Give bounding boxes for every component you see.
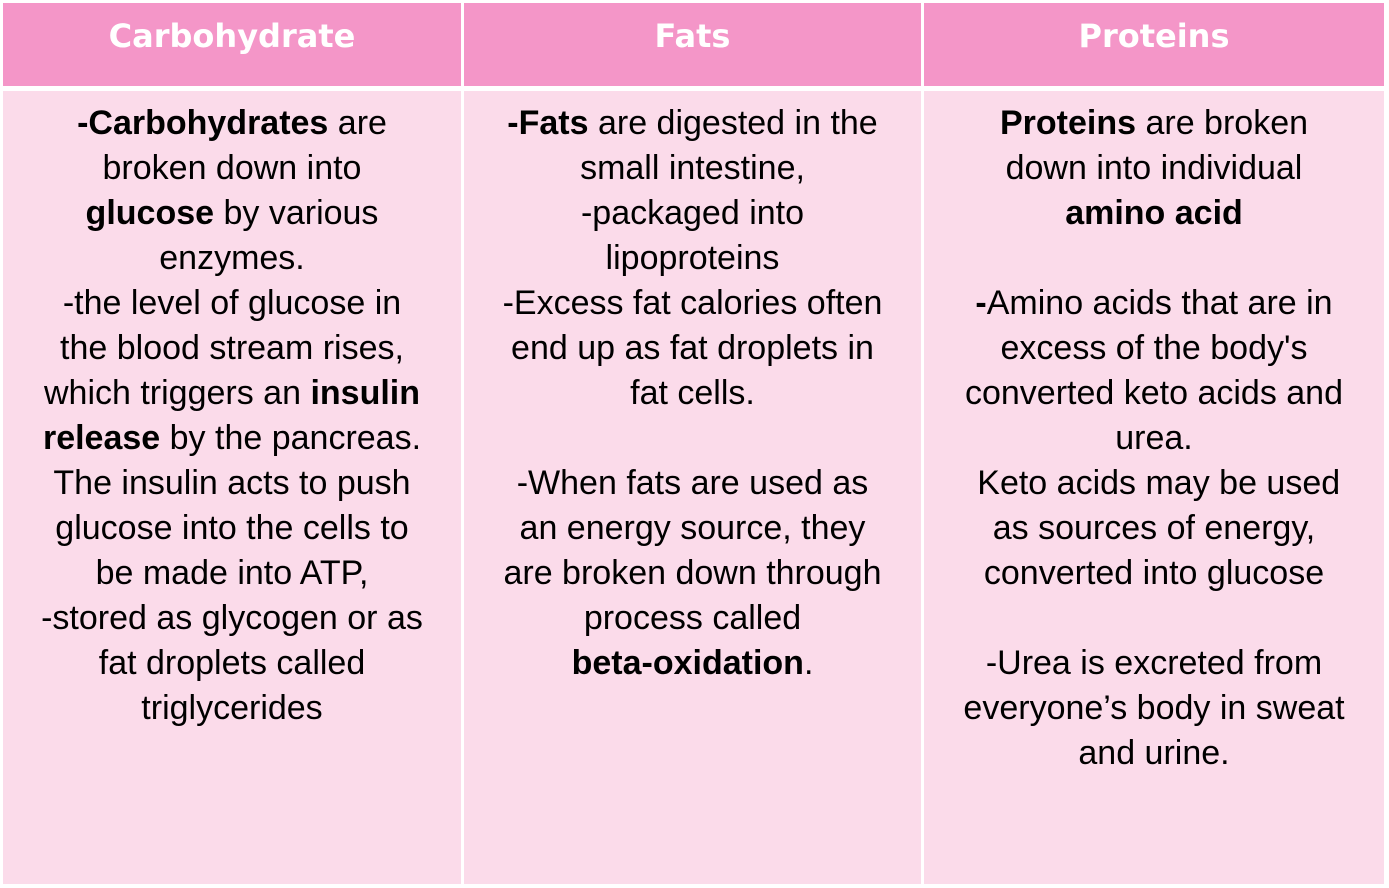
text-segment: down into individual xyxy=(1005,149,1303,187)
text-line: release by the pancreas. xyxy=(3,416,461,461)
text-segment: which triggers an xyxy=(43,374,311,412)
text-line: -stored as glycogen or as xyxy=(3,596,461,641)
text-line: enzymes. xyxy=(3,236,461,281)
text-line: -Carbohydrates are xyxy=(3,101,461,146)
text-segment: small intestine, xyxy=(580,149,805,187)
text-line: be made into ATP, xyxy=(3,551,461,596)
text-line: small intestine, xyxy=(464,146,921,191)
text-line: glucose by various xyxy=(3,191,461,236)
text-segment: triglycerides xyxy=(141,689,323,727)
column-fats: Fats -Fats are digested in the small inte… xyxy=(464,3,921,884)
column-carbohydrate: Carbohydrate -Carbohydrates are broken do… xyxy=(3,3,461,884)
text-segment: -Urea is excreted from xyxy=(985,644,1323,682)
text-segment: as sources of energy, xyxy=(992,509,1316,547)
text-segment: by the pancreas. xyxy=(160,419,422,457)
text-line: Proteins are broken xyxy=(924,101,1384,146)
text-segment: by various xyxy=(214,194,379,232)
text-line xyxy=(924,596,1384,641)
text-segment: . xyxy=(803,644,814,682)
column-body: -Carbohydrates are broken down into glucos… xyxy=(3,91,461,884)
text-segment: urea. xyxy=(1115,419,1193,457)
text-segment: everyone’s body in sweat xyxy=(963,689,1345,727)
text-line: triglycerides xyxy=(3,686,461,731)
text-line: -Fats are digested in the xyxy=(464,101,921,146)
text-line: urea. xyxy=(924,416,1384,461)
text-line: -packaged into xyxy=(464,191,921,236)
text-segment: -stored as glycogen or as xyxy=(41,599,423,637)
text-segment: are broken xyxy=(1136,104,1309,142)
text-segment: are digested in the xyxy=(588,104,878,142)
bold-term: - xyxy=(975,284,987,322)
text-line: broken down into xyxy=(3,146,461,191)
text-line: converted keto acids and xyxy=(924,371,1384,416)
text-line: an energy source, they xyxy=(464,506,921,551)
text-segment: an energy source, they xyxy=(519,509,866,547)
text-line: fat droplets called xyxy=(3,641,461,686)
text-line: the blood stream rises, xyxy=(3,326,461,371)
column-proteins: Proteins Proteins are broken down into in… xyxy=(924,3,1384,884)
text-line: are broken down through xyxy=(464,551,921,596)
text-segment: Amino acids that are in xyxy=(986,284,1333,322)
column-header: Fats xyxy=(464,3,921,86)
text-segment: -Excess fat calories often xyxy=(502,284,883,322)
text-segment: are broken down through xyxy=(503,554,882,592)
text-line: Keto acids may be used xyxy=(924,461,1384,506)
column-header: Carbohydrate xyxy=(3,3,461,86)
bold-term: beta-oxidation xyxy=(571,644,804,682)
text-line: as sources of energy, xyxy=(924,506,1384,551)
bold-term: insulin xyxy=(310,374,421,412)
text-segment: converted keto acids and xyxy=(964,374,1344,412)
text-line: -Amino acids that are in xyxy=(924,281,1384,326)
text-segment: -When fats are used as xyxy=(516,464,869,502)
text-segment: converted into glucose xyxy=(983,554,1325,592)
text-line: and urine. xyxy=(924,731,1384,776)
bold-term: -Carbohydrates xyxy=(77,104,329,142)
text-line: -Excess fat calories often xyxy=(464,281,921,326)
column-header: Proteins xyxy=(924,3,1384,86)
bold-term: release xyxy=(42,419,161,457)
text-segment: be made into ATP, xyxy=(95,554,369,592)
text-line: The insulin acts to push xyxy=(3,461,461,506)
text-line: -When fats are used as xyxy=(464,461,921,506)
text-line: beta-oxidation. xyxy=(464,641,921,686)
text-line: converted into glucose xyxy=(924,551,1384,596)
text-segment: fat droplets called xyxy=(98,644,366,682)
bold-term: -Fats xyxy=(507,104,589,142)
bold-term: Proteins xyxy=(999,104,1137,142)
text-segment: broken down into xyxy=(102,149,362,187)
text-segment: glucose into the cells to xyxy=(55,509,409,547)
text-line: lipoproteins xyxy=(464,236,921,281)
text-segment: process called xyxy=(583,599,802,637)
column-body: -Fats are digested in the small intestine… xyxy=(464,91,921,884)
bold-term: amino acid xyxy=(1065,194,1243,232)
text-segment: The insulin acts to push xyxy=(53,464,411,502)
text-segment: and urine. xyxy=(1078,734,1230,772)
text-line: end up as fat droplets in xyxy=(464,326,921,371)
nutrient-table: Carbohydrate -Carbohydrates are broken do… xyxy=(3,3,1384,884)
bold-term: glucose xyxy=(85,194,215,232)
text-segment: -the level of glucose in xyxy=(62,284,402,322)
text-line: glucose into the cells to xyxy=(3,506,461,551)
text-line: process called xyxy=(464,596,921,641)
column-body: Proteins are broken down into individual a… xyxy=(924,91,1384,884)
text-line: everyone’s body in sweat xyxy=(924,686,1384,731)
text-segment: lipoproteins xyxy=(605,239,780,277)
text-line xyxy=(924,236,1384,281)
text-line: down into individual xyxy=(924,146,1384,191)
text-segment: -packaged into xyxy=(580,194,805,232)
text-segment: fat cells. xyxy=(630,374,755,412)
text-segment: end up as fat droplets in xyxy=(511,329,874,367)
text-line: amino acid xyxy=(924,191,1384,236)
text-segment: are xyxy=(328,104,387,142)
text-line: -the level of glucose in xyxy=(3,281,461,326)
text-line: excess of the body's xyxy=(924,326,1384,371)
text-segment: Keto acids may be used xyxy=(967,464,1341,502)
text-line: which triggers an insulin xyxy=(3,371,461,416)
text-segment: excess of the body's xyxy=(1000,329,1308,367)
text-segment: the blood stream rises, xyxy=(60,329,404,367)
text-line: -Urea is excreted from xyxy=(924,641,1384,686)
text-segment: enzymes. xyxy=(159,239,305,277)
text-line xyxy=(464,416,921,461)
text-line: fat cells. xyxy=(464,371,921,416)
